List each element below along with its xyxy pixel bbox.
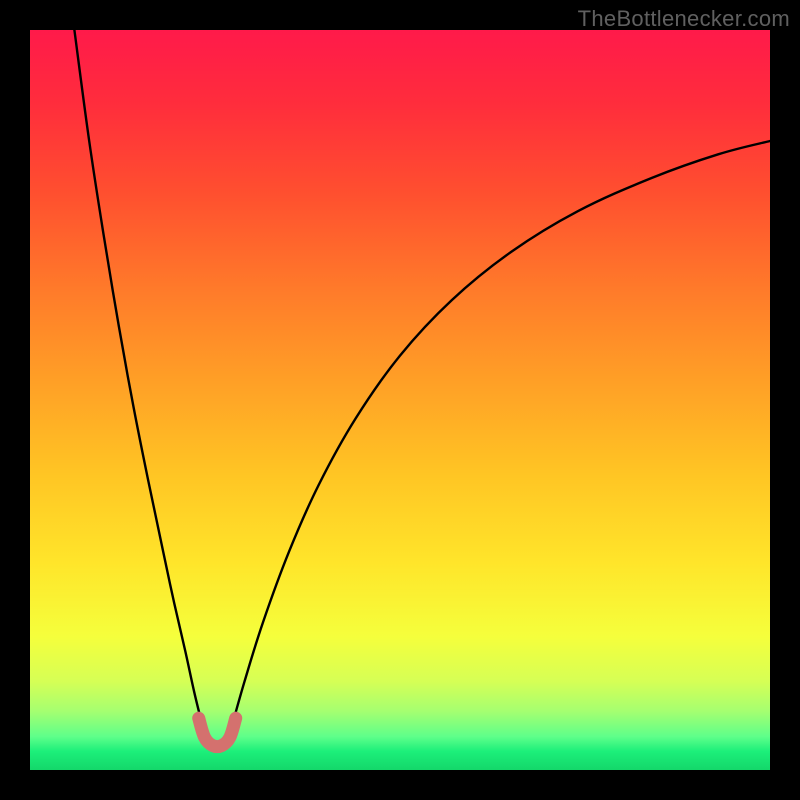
watermark-text: TheBottlenecker.com bbox=[578, 6, 790, 32]
chart-container: TheBottlenecker.com bbox=[0, 0, 800, 800]
chart-svg bbox=[0, 0, 800, 800]
plot-background bbox=[30, 30, 770, 770]
